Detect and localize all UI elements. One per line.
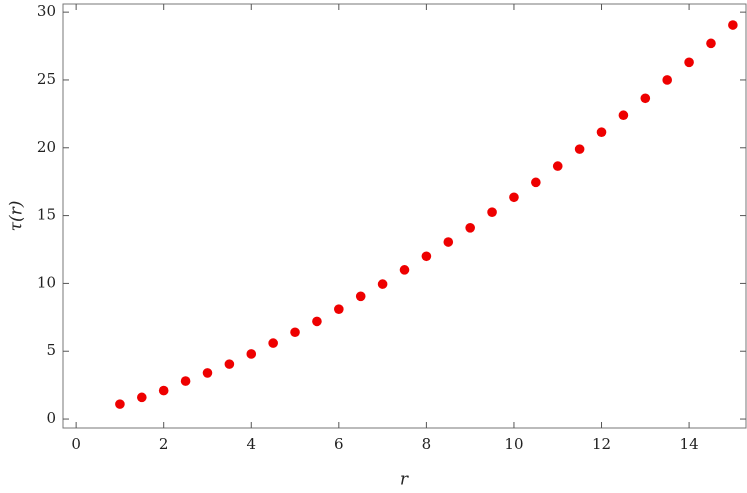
x-tick-label: 14 xyxy=(680,435,699,453)
point xyxy=(312,316,322,327)
point xyxy=(290,327,300,338)
y-axis-label: τ(r) xyxy=(7,201,27,232)
y-tick-label: 15 xyxy=(37,206,56,224)
x-tick-label: 12 xyxy=(592,435,611,453)
point xyxy=(728,20,738,30)
y-tick-label: 20 xyxy=(37,138,56,156)
x-tick-label: 8 xyxy=(422,435,432,453)
point xyxy=(509,192,519,203)
x-tick-label: 0 xyxy=(71,435,81,453)
point xyxy=(640,93,651,104)
point xyxy=(137,392,147,403)
x-tick-label: 4 xyxy=(246,435,256,453)
point xyxy=(355,291,366,302)
point xyxy=(443,237,454,247)
x-tick-label: 6 xyxy=(334,435,344,453)
y-tick-label: 5 xyxy=(46,341,56,359)
point xyxy=(618,110,629,121)
point xyxy=(465,223,475,233)
point xyxy=(684,57,694,68)
plot-frame xyxy=(62,3,747,429)
point xyxy=(596,127,607,137)
point xyxy=(180,376,191,386)
point xyxy=(399,265,410,275)
point xyxy=(531,177,541,188)
y-tick-label: 25 xyxy=(37,70,56,88)
point xyxy=(224,359,235,369)
y-tick-label: 10 xyxy=(37,273,56,291)
point xyxy=(202,368,213,378)
point xyxy=(246,349,257,359)
point xyxy=(268,338,278,348)
point xyxy=(158,385,169,396)
point xyxy=(334,304,344,314)
x-tick-label: 2 xyxy=(159,435,169,453)
x-axis-label: r xyxy=(400,470,409,490)
point xyxy=(574,144,585,154)
y-tick-label: 30 xyxy=(37,2,56,20)
point xyxy=(115,399,125,409)
y-tick-label: 0 xyxy=(46,409,56,427)
x-tick-label: 10 xyxy=(504,435,523,453)
point xyxy=(487,207,497,218)
point xyxy=(662,75,672,85)
point xyxy=(706,38,716,49)
point xyxy=(552,161,563,171)
point xyxy=(377,279,388,289)
point xyxy=(421,251,432,262)
